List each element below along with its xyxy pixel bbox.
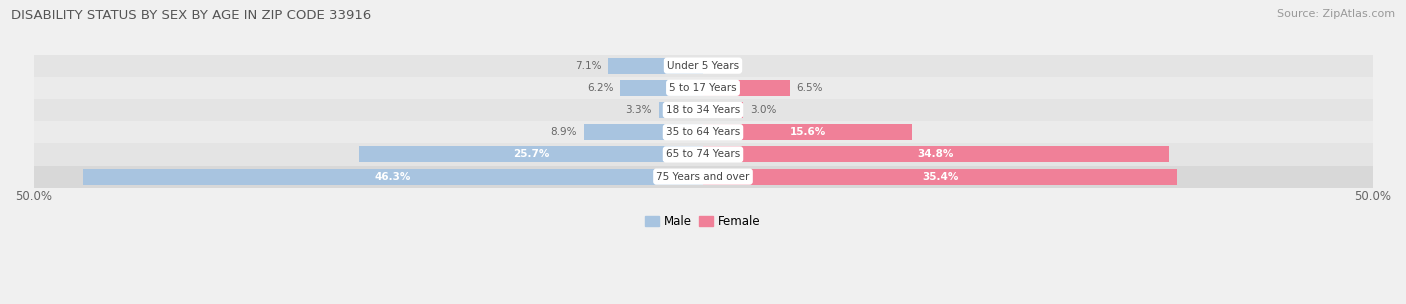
Bar bbox=[620, 80, 703, 96]
Text: 75 Years and over: 75 Years and over bbox=[657, 172, 749, 181]
Text: 35 to 64 Years: 35 to 64 Years bbox=[666, 127, 740, 137]
Bar bbox=[703, 169, 1177, 185]
Text: 34.8%: 34.8% bbox=[918, 149, 955, 159]
Text: 3.0%: 3.0% bbox=[749, 105, 776, 115]
Text: 35.4%: 35.4% bbox=[922, 172, 959, 181]
Bar bbox=[703, 147, 1168, 162]
Bar bbox=[703, 124, 912, 140]
Text: DISABILITY STATUS BY SEX BY AGE IN ZIP CODE 33916: DISABILITY STATUS BY SEX BY AGE IN ZIP C… bbox=[11, 9, 371, 22]
Text: 6.5%: 6.5% bbox=[797, 83, 824, 93]
Bar bbox=[359, 147, 703, 162]
Bar bbox=[703, 80, 790, 96]
Legend: Male, Female: Male, Female bbox=[641, 210, 765, 233]
Text: 7.1%: 7.1% bbox=[575, 60, 602, 71]
Text: Under 5 Years: Under 5 Years bbox=[666, 60, 740, 71]
Text: 46.3%: 46.3% bbox=[375, 172, 411, 181]
Text: Source: ZipAtlas.com: Source: ZipAtlas.com bbox=[1277, 9, 1395, 19]
Text: 15.6%: 15.6% bbox=[789, 127, 825, 137]
Text: 25.7%: 25.7% bbox=[513, 149, 550, 159]
Bar bbox=[34, 143, 1372, 165]
Bar bbox=[703, 102, 744, 118]
Text: 65 to 74 Years: 65 to 74 Years bbox=[666, 149, 740, 159]
Bar bbox=[34, 99, 1372, 121]
Bar bbox=[34, 54, 1372, 77]
Bar bbox=[659, 102, 703, 118]
Bar bbox=[34, 165, 1372, 188]
Bar bbox=[607, 58, 703, 74]
Bar bbox=[34, 121, 1372, 143]
Bar bbox=[583, 124, 703, 140]
Bar bbox=[83, 169, 703, 185]
Text: 6.2%: 6.2% bbox=[586, 83, 613, 93]
Text: 0.0%: 0.0% bbox=[710, 60, 735, 71]
Bar bbox=[34, 77, 1372, 99]
Text: 8.9%: 8.9% bbox=[551, 127, 576, 137]
Text: 18 to 34 Years: 18 to 34 Years bbox=[666, 105, 740, 115]
Text: 3.3%: 3.3% bbox=[626, 105, 652, 115]
Text: 5 to 17 Years: 5 to 17 Years bbox=[669, 83, 737, 93]
